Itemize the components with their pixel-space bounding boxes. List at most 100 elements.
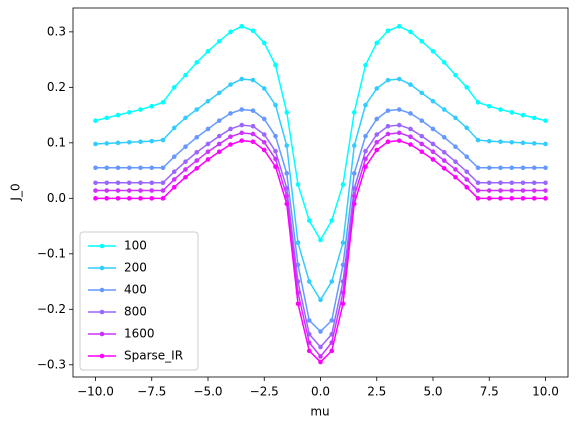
data-point	[318, 297, 323, 303]
data-point	[441, 60, 447, 65]
data-point	[396, 24, 402, 29]
data-point	[93, 196, 98, 201]
legend-label: Sparse_IR	[124, 349, 183, 363]
data-point	[475, 180, 481, 186]
data-point	[228, 29, 233, 35]
data-point	[385, 108, 391, 113]
x-tick-label: 7.5	[480, 385, 499, 399]
data-point	[543, 165, 548, 171]
data-point	[318, 329, 323, 334]
data-point	[374, 132, 380, 137]
data-point	[464, 169, 470, 174]
data-point	[475, 100, 481, 105]
data-point	[228, 142, 233, 147]
data-point	[216, 38, 222, 44]
data-point	[464, 184, 470, 190]
y-tick-label: 0.2	[47, 80, 66, 94]
data-point	[194, 60, 200, 65]
data-point	[228, 134, 233, 140]
data-point	[261, 40, 267, 46]
data-point	[509, 196, 515, 201]
data-point	[284, 193, 290, 199]
data-point	[138, 165, 143, 171]
data-point	[261, 132, 267, 137]
x-tick-label: 0.0	[311, 385, 330, 399]
legend-marker	[99, 353, 105, 359]
data-point	[363, 164, 368, 169]
data-point	[183, 174, 188, 180]
data-point	[183, 72, 188, 78]
data-point	[520, 140, 526, 146]
data-point	[363, 156, 368, 162]
data-point	[261, 139, 267, 145]
data-point	[453, 167, 458, 172]
data-point	[453, 115, 458, 121]
data-point	[520, 165, 526, 171]
data-point	[329, 218, 335, 223]
data-point	[396, 76, 402, 82]
data-point	[486, 138, 492, 144]
data-point	[498, 188, 503, 193]
data-point	[250, 108, 256, 113]
data-point	[194, 134, 200, 140]
data-point	[351, 143, 357, 148]
data-point	[318, 344, 323, 350]
data-point	[363, 62, 368, 68]
data-point	[104, 141, 110, 146]
data-point	[160, 180, 166, 186]
data-point	[441, 158, 447, 163]
data-point	[284, 143, 290, 148]
data-point	[239, 138, 245, 143]
data-point	[408, 126, 413, 132]
data-point	[520, 180, 526, 186]
data-point	[228, 82, 233, 87]
data-point	[351, 193, 357, 199]
data-point	[261, 86, 267, 91]
data-point	[419, 133, 425, 139]
data-point	[250, 77, 256, 83]
data-point	[520, 196, 526, 201]
data-point	[149, 180, 155, 186]
data-point	[284, 186, 290, 191]
data-point	[115, 165, 121, 171]
data-point	[216, 133, 222, 139]
data-point	[385, 123, 391, 129]
data-point	[205, 48, 211, 54]
data-point	[93, 188, 98, 193]
data-point	[160, 188, 166, 193]
data-point	[216, 141, 222, 147]
data-point	[205, 149, 211, 155]
data-point	[464, 154, 470, 160]
data-point	[239, 130, 245, 136]
data-point	[239, 24, 245, 29]
data-point	[408, 134, 413, 140]
data-point	[419, 38, 425, 44]
data-point	[160, 100, 166, 105]
data-point	[126, 165, 132, 171]
data-point	[284, 171, 290, 176]
data-point	[261, 116, 267, 122]
data-point	[441, 166, 447, 171]
data-point	[385, 131, 391, 137]
data-point	[430, 98, 436, 104]
data-point	[104, 115, 110, 121]
data-point	[104, 196, 110, 201]
data-point	[464, 85, 470, 90]
data-point	[216, 90, 222, 96]
data-point	[126, 139, 132, 145]
data-point	[171, 184, 177, 190]
legend-label: 100	[124, 239, 147, 253]
x-tick-label: −7.5	[137, 385, 166, 399]
data-point	[363, 133, 368, 139]
data-point	[385, 28, 391, 34]
data-point	[104, 180, 110, 186]
data-point	[498, 165, 503, 171]
data-point	[194, 166, 200, 171]
data-point	[306, 218, 312, 223]
data-point	[419, 118, 425, 123]
data-point	[498, 139, 503, 145]
data-point	[486, 103, 492, 109]
y-tick-label: 0.0	[47, 191, 66, 205]
data-point	[351, 110, 357, 115]
data-point	[385, 77, 391, 83]
